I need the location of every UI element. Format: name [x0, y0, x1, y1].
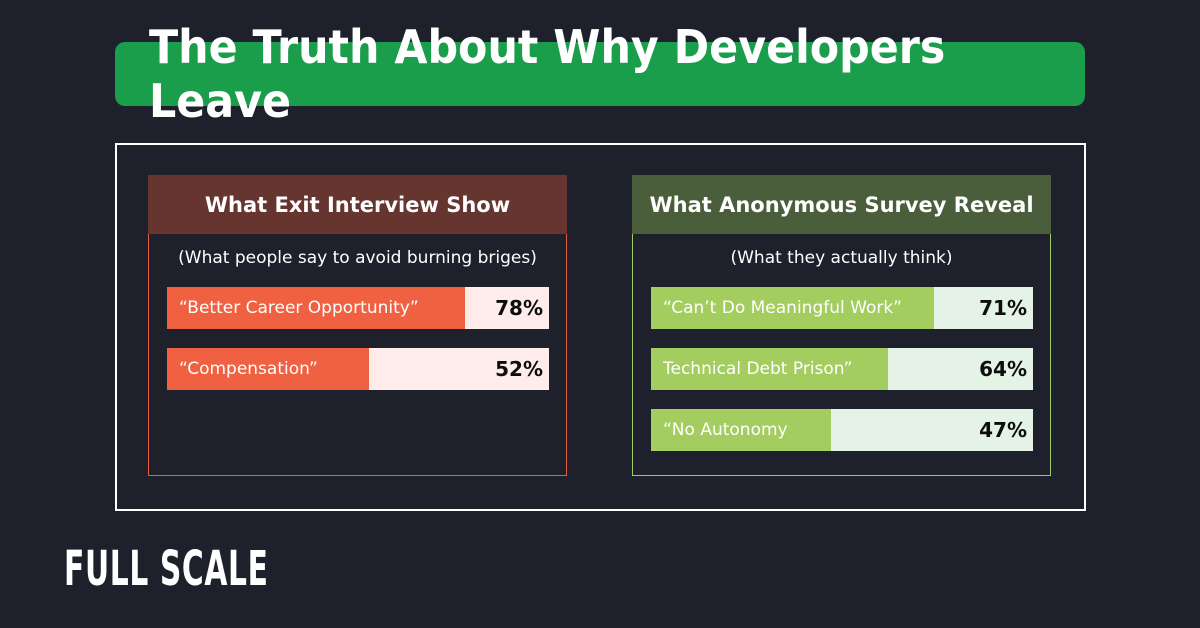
bar-value: 47% — [979, 418, 1027, 442]
bar-fill — [167, 287, 465, 329]
bar-value: 71% — [979, 296, 1027, 320]
bar-row: “Compensation” 52% — [167, 348, 549, 390]
bar-label: “Can’t Do Meaningful Work” — [663, 298, 902, 318]
comparison-frame — [115, 143, 1086, 511]
panel-header: What Exit Interview Show — [148, 175, 567, 234]
bar-row: Technical Debt Prison” 64% — [651, 348, 1033, 390]
bar-label: “Better Career Opportunity” — [179, 298, 419, 318]
panel-header: What Anonymous Survey Reveal — [632, 175, 1051, 234]
anonymous-survey-panel: What Anonymous Survey Reveal (What they … — [632, 175, 1051, 476]
bar-value: 78% — [495, 296, 543, 320]
bar-label: “Compensation” — [179, 359, 318, 379]
bar-label: “No Autonomy — [663, 420, 788, 440]
bar-value: 64% — [979, 357, 1027, 381]
exit-interview-panel: What Exit Interview Show (What people sa… — [148, 175, 567, 476]
title-banner: The Truth About Why Developers Leave — [115, 20, 1085, 128]
bar-value: 52% — [495, 357, 543, 381]
bar-row: “Better Career Opportunity” 78% — [167, 287, 549, 329]
bar-fill — [167, 348, 370, 390]
bar-fill — [651, 409, 831, 451]
full-scale-logo: FULL SCALE — [64, 541, 269, 597]
panel-body: (What they actually think) “Can’t Do Mea… — [632, 234, 1051, 476]
bar-label: Technical Debt Prison” — [663, 359, 853, 379]
page-title: The Truth About Why Developers Leave — [148, 20, 946, 128]
panel-body: (What people say to avoid burning briges… — [148, 234, 567, 476]
bar-row: “No Autonomy 47% — [651, 409, 1033, 451]
panel-subtitle: (What people say to avoid burning briges… — [178, 248, 537, 268]
panel-subtitle: (What they actually think) — [730, 248, 953, 268]
bar-fill — [651, 287, 934, 329]
bar-row: “Can’t Do Meaningful Work” 71% — [651, 287, 1033, 329]
bar-fill — [651, 348, 888, 390]
